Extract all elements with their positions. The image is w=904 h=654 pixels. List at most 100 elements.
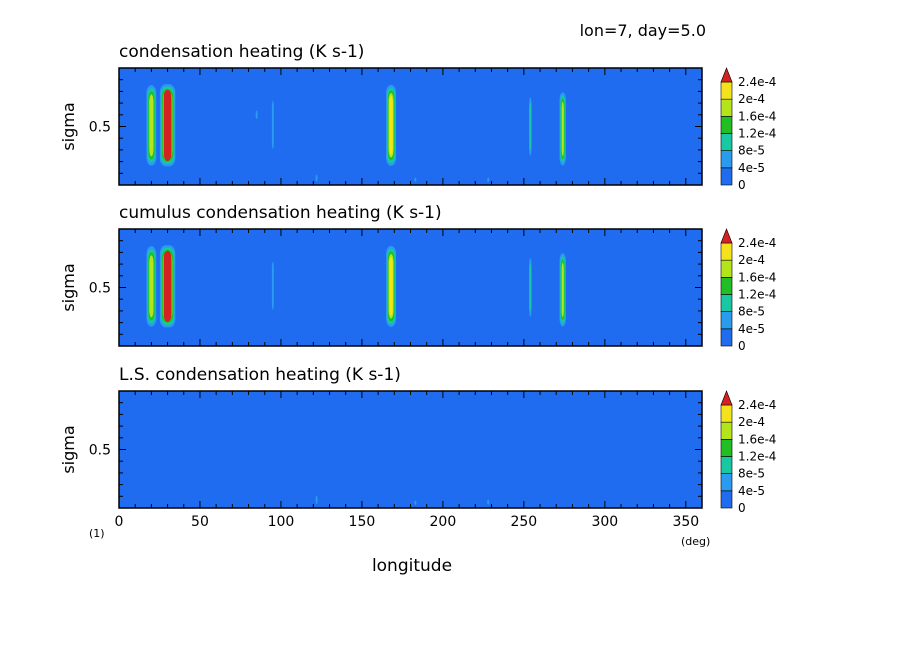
panel-1: condensation heating (K s-1) 0.5 sigma 0 4e-… xyxy=(59,42,776,192)
colorbar-label: 0 xyxy=(738,178,746,192)
colorbar-segment xyxy=(720,404,733,423)
colorbar-segment xyxy=(720,150,733,169)
y-axis-label: sigma xyxy=(59,102,78,150)
heat-band xyxy=(529,103,532,150)
heat-band xyxy=(389,256,393,316)
heat-feature xyxy=(559,92,566,166)
heat-feature xyxy=(255,110,258,120)
colorbar-segment xyxy=(720,294,733,312)
x-tick-label: 350 xyxy=(672,514,699,530)
colorbar-label: 8e-5 xyxy=(738,467,765,481)
panel-3: L.S. condensation heating (K s-1) 0 50 100 1… xyxy=(59,365,776,530)
colorbar-segment xyxy=(720,167,733,186)
heat-band xyxy=(271,261,274,310)
heat-band xyxy=(529,264,532,311)
heat-band xyxy=(487,177,490,182)
heat-feature xyxy=(487,177,490,182)
heat-feature xyxy=(146,85,157,166)
x-axis-label: longitude xyxy=(372,556,452,576)
colorbar-label: 1.6e-4 xyxy=(738,432,776,446)
x-tick-label: 250 xyxy=(510,514,537,530)
x-tick-label: 150 xyxy=(349,514,376,530)
colorbar-label: 1.2e-4 xyxy=(738,450,776,464)
heat-band xyxy=(561,262,564,317)
heat-feature xyxy=(146,246,157,327)
colorbar-extend xyxy=(720,67,733,83)
heat-band-peak xyxy=(163,89,172,161)
heatmap-background xyxy=(119,229,702,346)
colorbar-segment xyxy=(720,259,733,278)
heat-band xyxy=(271,100,274,149)
x-tick-label: 200 xyxy=(430,514,457,530)
heat-band xyxy=(487,499,490,505)
header-text: lon=7, day=5.0 xyxy=(580,21,706,40)
colorbar-label: 2e-4 xyxy=(738,253,765,267)
heat-band-peak xyxy=(163,250,172,322)
heat-feature xyxy=(529,258,532,317)
figure-note: (1) xyxy=(89,527,105,540)
heat-band xyxy=(561,101,564,156)
x-tick-label: 100 xyxy=(268,514,295,530)
y-axis-label: sigma xyxy=(59,425,78,473)
heatmap-background xyxy=(119,391,702,508)
colorbar-label: 1.6e-4 xyxy=(738,270,776,284)
colorbar-segment xyxy=(720,473,733,492)
panel-2: cumulus condensation heating (K s-1) 0.5 s… xyxy=(59,203,776,353)
colorbar-segment xyxy=(720,421,733,440)
x-tick-label: 300 xyxy=(591,514,618,530)
colorbar-segment xyxy=(720,98,733,117)
colorbar-extend xyxy=(720,228,733,244)
heat-feature xyxy=(529,97,532,156)
colorbar: 0 4e-5 8e-5 1.2e-4 1.6e-4 2e-4 2.4e-4 xyxy=(720,67,776,192)
colorbar-label: 4e-5 xyxy=(738,161,765,175)
colorbar-label: 2e-4 xyxy=(738,415,765,429)
colorbar-segment xyxy=(720,133,733,151)
colorbar-segment xyxy=(720,439,733,457)
heat-feature xyxy=(271,261,274,310)
heat-band xyxy=(414,500,417,505)
colorbar-label: 1.2e-4 xyxy=(738,127,776,141)
colorbar-segment xyxy=(720,242,733,261)
heat-feature xyxy=(414,177,417,182)
heat-band xyxy=(315,174,318,182)
colorbar-label: 8e-5 xyxy=(738,305,765,319)
colorbar: 0 4e-5 8e-5 1.2e-4 1.6e-4 2e-4 2.4e-4 xyxy=(720,390,776,515)
colorbar-extend xyxy=(720,390,733,406)
heatmap-background xyxy=(119,68,702,185)
heat-band xyxy=(149,94,154,157)
colorbar-label: 1.6e-4 xyxy=(738,109,776,123)
colorbar-segment xyxy=(720,81,733,100)
y-tick-label: 0.5 xyxy=(89,443,111,459)
colorbar-label: 0 xyxy=(738,501,746,515)
heat-feature xyxy=(414,500,417,505)
colorbar-segment xyxy=(720,456,733,474)
heat-feature xyxy=(559,253,566,327)
colorbar-segment xyxy=(720,116,733,134)
heat-band xyxy=(149,255,154,318)
colorbar-label: 0 xyxy=(738,339,746,353)
heat-band xyxy=(389,95,393,155)
heat-feature xyxy=(271,100,274,149)
colorbar-segment xyxy=(720,277,733,295)
y-tick-label: 0.5 xyxy=(89,120,111,136)
heat-band xyxy=(315,495,318,505)
heat-feature xyxy=(386,245,397,327)
panel-title: condensation heating (K s-1) xyxy=(119,42,364,62)
panel-title: cumulus condensation heating (K s-1) xyxy=(119,203,442,223)
colorbar-label: 4e-5 xyxy=(738,484,765,498)
heat-band xyxy=(414,177,417,182)
colorbar-segment xyxy=(720,490,733,509)
heat-feature xyxy=(315,495,318,505)
x-tick-label: 50 xyxy=(191,514,209,530)
y-axis-label: sigma xyxy=(59,263,78,311)
colorbar-label: 2.4e-4 xyxy=(738,398,776,412)
colorbar-label: 2.4e-4 xyxy=(738,236,776,250)
colorbar-segment xyxy=(720,328,733,347)
colorbar-label: 4e-5 xyxy=(738,322,765,336)
heat-feature xyxy=(315,174,318,182)
colorbar-label: 8e-5 xyxy=(738,144,765,158)
panel-title: L.S. condensation heating (K s-1) xyxy=(119,365,401,385)
heat-feature xyxy=(386,84,397,166)
y-tick-label: 0.5 xyxy=(89,281,111,297)
